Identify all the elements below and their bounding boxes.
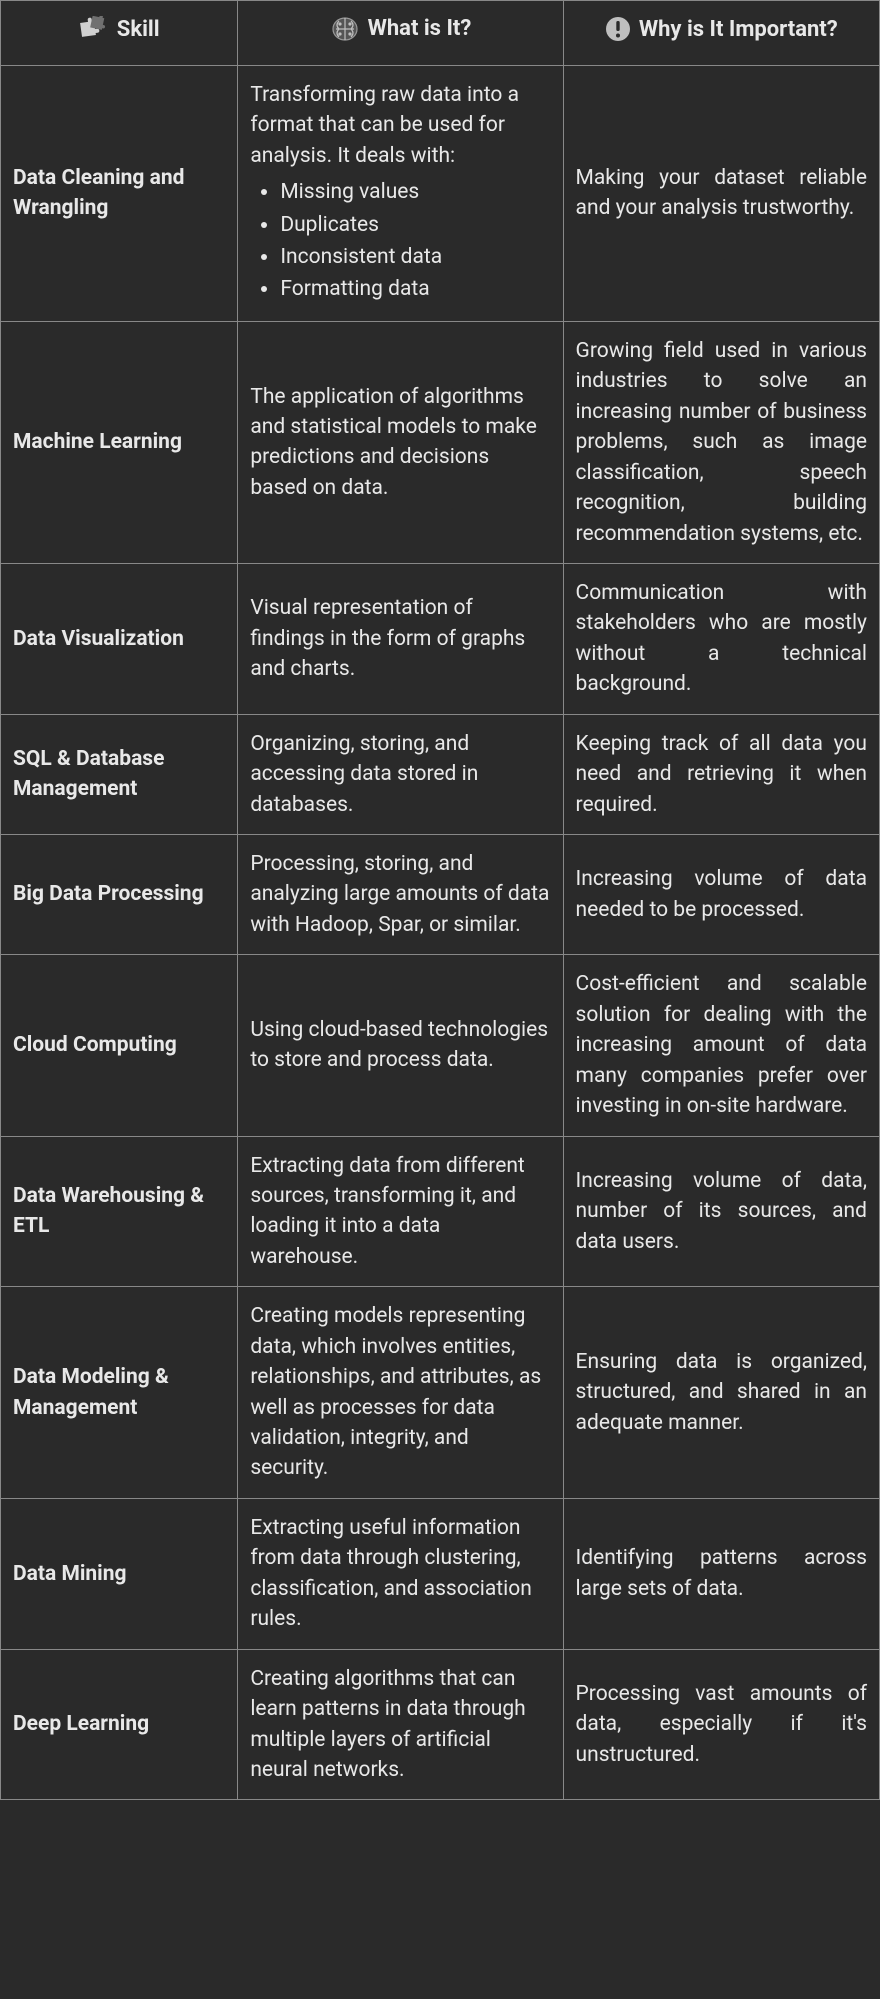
list-item: Missing values [280,177,550,207]
header-why-label: Why is It Important? [639,14,838,46]
skill-cell: Cloud Computing [1,955,238,1136]
skill-cell: Data Modeling & Management [1,1287,238,1499]
why-cell: Making your dataset reliable and your an… [563,65,879,321]
why-cell: Keeping track of all data you need and r… [563,714,879,834]
table-row: Machine LearningThe application of algor… [1,321,880,563]
skill-cell: Big Data Processing [1,835,238,955]
list-item: Duplicates [280,210,550,240]
header-skill-label: Skill [117,14,160,46]
header-row: Skill [1,1,880,66]
header-why: Why is It Important? [563,1,879,66]
skill-cell: SQL & Database Management [1,714,238,834]
exclaim-icon [605,16,631,42]
table-row: Cloud ComputingUsing cloud-based technol… [1,955,880,1136]
skill-cell: Data Warehousing & ETL [1,1136,238,1287]
header-skill: Skill [1,1,238,66]
what-cell: Extracting data from different sources, … [238,1136,563,1287]
table-row: Data MiningExtracting useful information… [1,1498,880,1649]
why-cell: Increasing volume of data needed to be p… [563,835,879,955]
table-row: Data VisualizationVisual representation … [1,563,880,714]
why-cell: Growing field used in various industries… [563,321,879,563]
brain-icon [330,15,360,43]
table-row: Deep LearningCreating algorithms that ca… [1,1649,880,1800]
what-intro: Transforming raw data into a format that… [250,80,550,171]
what-cell: Extracting useful information from data … [238,1498,563,1649]
what-cell: Transforming raw data into a format that… [238,65,563,321]
skill-cell: Data Mining [1,1498,238,1649]
header-what: What is It? [238,1,563,66]
table-row: SQL & Database ManagementOrganizing, sto… [1,714,880,834]
what-cell: Using cloud-based technologies to store … [238,955,563,1136]
why-cell: Ensuring data is organized, structured, … [563,1287,879,1499]
why-cell: Identifying patterns across large sets o… [563,1498,879,1649]
skill-cell: Data Visualization [1,563,238,714]
why-cell: Increasing volume of data, number of its… [563,1136,879,1287]
skill-cell: Machine Learning [1,321,238,563]
list-item: Formatting data [280,274,550,304]
list-item: Inconsistent data [280,242,550,272]
what-cell: Processing, storing, and analyzing large… [238,835,563,955]
table-row: Data Warehousing & ETLExtracting data fr… [1,1136,880,1287]
what-cell: Visual representation of findings in the… [238,563,563,714]
why-cell: Communication with stakeholders who are … [563,563,879,714]
why-cell: Cost-efficient and scalable solution for… [563,955,879,1136]
table-row: Data Cleaning and WranglingTransforming … [1,65,880,321]
what-cell: Organizing, storing, and accessing data … [238,714,563,834]
what-cell: Creating models representing data, which… [238,1287,563,1499]
what-cell: Creating algorithms that can learn patte… [238,1649,563,1800]
what-cell: The application of algorithms and statis… [238,321,563,563]
what-bullets: Missing valuesDuplicatesInconsistent dat… [250,177,550,305]
table-row: Big Data ProcessingProcessing, storing, … [1,835,880,955]
table-row: Data Modeling & ManagementCreating model… [1,1287,880,1499]
skills-table: Skill [0,0,880,1800]
puzzle-icon [79,16,109,42]
skill-cell: Deep Learning [1,1649,238,1800]
skill-cell: Data Cleaning and Wrangling [1,65,238,321]
why-cell: Processing vast amounts of data, especia… [563,1649,879,1800]
header-what-label: What is It? [368,13,472,45]
